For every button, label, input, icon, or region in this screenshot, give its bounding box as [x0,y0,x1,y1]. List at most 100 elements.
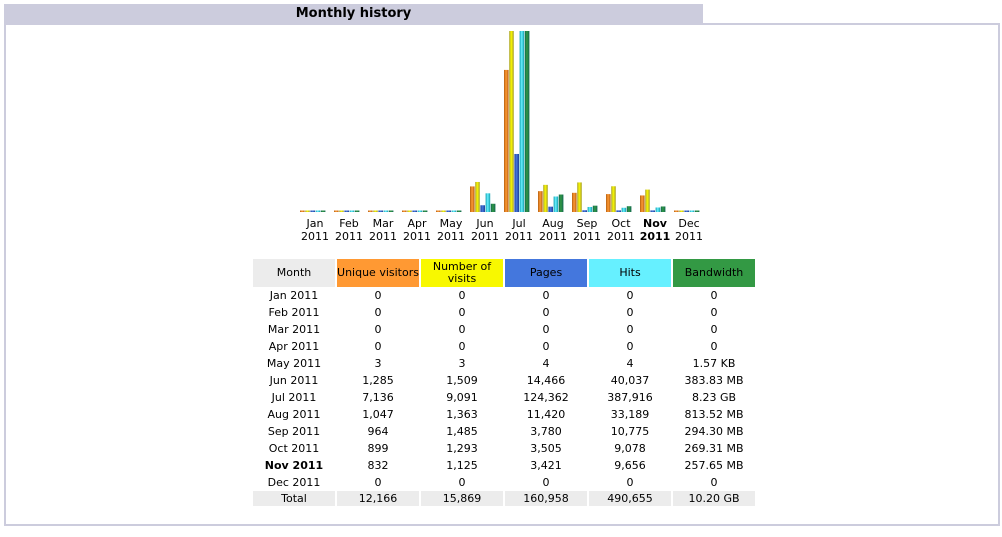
x-tick-year: 2011 [675,230,703,243]
bar-may-series-4 [456,210,462,212]
bar-nov-series-0 [640,195,645,212]
total-unique-visitors: 12,166 [337,491,419,506]
cell-unique-visitors: 7,136 [362,391,394,404]
cell-month: Apr 2011 [268,340,320,353]
cell-hits: 9,656 [614,459,646,472]
bar-aug-series-2 [548,206,553,212]
bar-jun-series-0 [470,186,475,212]
total-visits: 15,869 [421,491,503,506]
section-title: Monthly history [295,6,412,21]
x-tick-label: Apr [407,217,427,230]
x-tick-label: Nov [643,217,668,230]
total-label: Total [253,491,335,506]
bar-jul-series-0 [504,69,509,212]
cell-hits: 0 [626,289,634,302]
cell-visits: 0 [458,476,466,489]
x-tick-label: Aug [542,217,563,230]
cell-pages: 3,780 [530,425,562,438]
cell-unique-visitors: 899 [367,442,389,455]
bar-dec-series-3 [689,210,695,212]
col-unique-visitors-header: Unique visitors [337,259,419,287]
bar-aug-series-0 [538,191,543,212]
bar-oct-series-0 [606,194,611,212]
cell-hits: 4 [626,357,634,370]
cell-bandwidth: 0 [710,323,718,336]
bar-dec-series-4 [694,210,700,212]
bar-jun-series-4 [490,203,496,212]
cell-unique-visitors: 0 [374,289,382,302]
cell-pages: 3,505 [530,442,562,455]
cell-visits: 1,293 [446,442,478,455]
bar-apr-series-2 [412,210,417,212]
bar-feb-series-4 [354,210,360,212]
cell-month: May 2011 [266,357,322,370]
x-tick-year: 2011 [573,230,601,243]
bar-jun-series-1 [475,181,480,212]
cell-hits: 0 [626,323,634,336]
cell-visits: 3 [458,357,466,370]
bar-oct-series-1 [611,186,616,212]
x-tick-year: 2011 [607,230,635,243]
bar-sep-series-1 [577,182,582,212]
table-row: Apr 2011 0 0 0 0 0 [253,338,755,355]
bar-apr-series-0 [402,210,407,212]
x-tick-year: 2011 [335,230,363,243]
total-bandwidth: 10.20 GB [673,491,755,506]
bar-may-series-2 [446,210,451,212]
cell-hits: 387,916 [607,391,653,404]
cell-unique-visitors: 1,285 [362,374,394,387]
cell-pages: 14,466 [526,374,566,387]
cell-visits: 0 [458,340,466,353]
cell-pages: 0 [542,476,550,489]
x-tick-label: Feb [339,217,358,230]
bar-sep-series-3 [587,206,593,212]
table-row: Jan 2011 0 0 0 0 0 [253,287,755,304]
col-pages-header: Pages [505,259,587,287]
cell-unique-visitors: 1,047 [362,408,394,421]
cell-pages: 124,362 [523,391,569,404]
cell-bandwidth: 383.83 MB [684,374,744,387]
cell-hits: 10,775 [610,425,650,438]
table-row: Feb 2011 0 0 0 0 0 [253,304,755,321]
bar-nov-series-4 [660,206,666,212]
x-tick-label: Jul [511,217,525,230]
cell-pages: 4 [542,357,550,370]
bar-jul-series-2 [514,153,519,212]
table-row: Aug 2011 1,047 1,363 11,420 33,189 813.52 MB [253,406,755,423]
col-visits-header: Number of visits [421,259,503,287]
cell-visits: 9,091 [446,391,478,404]
cell-pages: 0 [542,323,550,336]
total-pages: 160,958 [505,491,587,506]
x-tick-year: 2011 [437,230,465,243]
bar-jan-series-4 [320,210,326,212]
bar-mar-series-4 [388,210,394,212]
table-row: Oct 2011 899 1,293 3,505 9,078 269.31 MB [253,440,755,457]
bar-oct-series-2 [616,210,621,212]
cell-bandwidth: 269.31 MB [684,442,744,455]
x-tick-year: 2011 [539,230,567,243]
x-tick-label: Oct [611,217,631,230]
bar-mar-series-1 [373,210,378,212]
cell-hits: 0 [626,340,634,353]
bar-jul-series-1 [509,31,514,212]
cell-hits: 0 [626,306,634,319]
x-tick-year: 2011 [640,230,671,243]
bar-jul-series-4 [524,31,530,212]
bar-apr-series-1 [407,210,412,212]
cell-unique-visitors: 0 [374,340,382,353]
bar-jan-series-3 [315,210,321,212]
cell-month: Mar 2011 [267,323,321,336]
cell-unique-visitors: 964 [367,425,389,438]
cell-visits: 1,363 [446,408,478,421]
cell-month: Feb 2011 [268,306,320,319]
table-row: May 2011 3 3 4 4 1.57 KB [253,355,755,372]
bar-sep-series-4 [592,205,598,212]
monthly-table: Month Unique visitors Number of visits P… [251,259,757,506]
col-bandwidth-header: Bandwidth [673,259,755,287]
bar-jan-series-1 [305,210,310,212]
table-row: Jul 2011 7,136 9,091 124,362 387,916 8.23 GB [253,389,755,406]
cell-visits: 1,509 [446,374,478,387]
cell-visits: 1,485 [446,425,478,438]
cell-hits: 40,037 [610,374,650,387]
x-tick-label: Jan [306,217,324,230]
